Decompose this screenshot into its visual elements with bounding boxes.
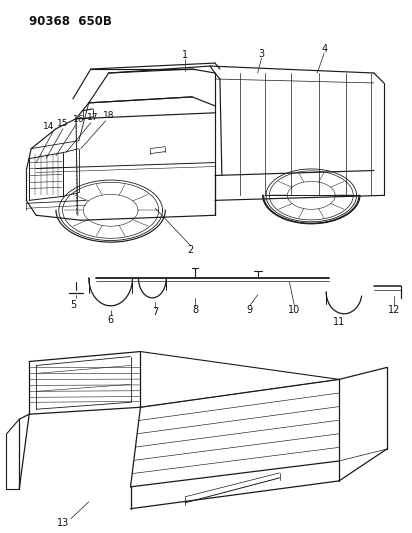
Text: 90368  650B: 90368 650B (29, 15, 112, 28)
Text: 4: 4 (321, 44, 327, 54)
Text: 2: 2 (187, 245, 193, 255)
Text: 13: 13 (57, 518, 69, 528)
Text: 18: 18 (103, 111, 115, 120)
Text: 17: 17 (87, 114, 98, 122)
Text: 6: 6 (108, 314, 114, 325)
Text: 12: 12 (388, 305, 400, 315)
Text: 5: 5 (70, 300, 76, 310)
Text: 16: 16 (73, 115, 84, 124)
Text: 15: 15 (57, 119, 69, 128)
Text: 10: 10 (288, 305, 300, 315)
Text: 9: 9 (247, 305, 253, 315)
Text: 7: 7 (152, 307, 159, 317)
Text: 11: 11 (333, 317, 345, 327)
Text: 8: 8 (192, 305, 198, 315)
Text: 3: 3 (259, 49, 265, 59)
Text: 14: 14 (43, 122, 55, 131)
Text: 1: 1 (182, 50, 188, 60)
